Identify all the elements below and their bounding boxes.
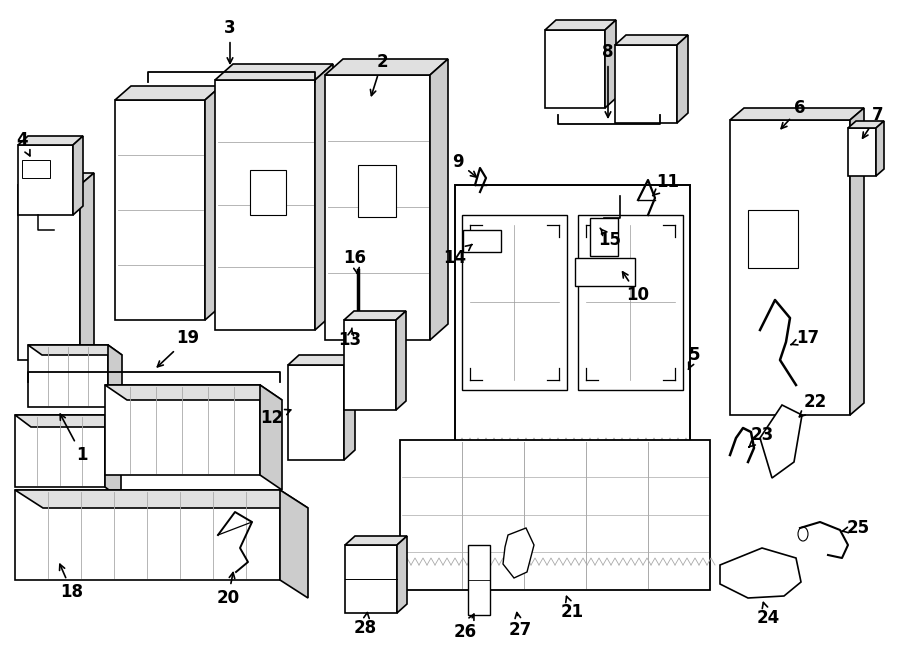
- Polygon shape: [850, 108, 864, 415]
- Polygon shape: [677, 35, 688, 123]
- Polygon shape: [18, 173, 94, 185]
- Polygon shape: [730, 108, 864, 120]
- Polygon shape: [105, 385, 260, 475]
- Text: 3: 3: [224, 19, 236, 63]
- Text: 19: 19: [158, 329, 200, 367]
- Polygon shape: [503, 528, 534, 578]
- Polygon shape: [720, 548, 801, 598]
- Ellipse shape: [735, 574, 745, 582]
- Text: 25: 25: [841, 519, 869, 537]
- Bar: [590, 218, 618, 256]
- Polygon shape: [876, 121, 884, 176]
- Polygon shape: [18, 145, 73, 215]
- Text: 27: 27: [508, 613, 532, 639]
- Polygon shape: [73, 136, 83, 215]
- Polygon shape: [345, 545, 397, 613]
- Polygon shape: [215, 64, 333, 80]
- Polygon shape: [115, 100, 205, 320]
- Text: 7: 7: [862, 106, 884, 138]
- Polygon shape: [455, 185, 690, 470]
- Text: 26: 26: [454, 614, 477, 641]
- Text: 12: 12: [260, 409, 291, 427]
- Polygon shape: [760, 405, 802, 478]
- Polygon shape: [615, 45, 677, 123]
- Text: 9: 9: [452, 153, 476, 177]
- Text: 13: 13: [338, 329, 362, 349]
- Ellipse shape: [754, 307, 762, 313]
- Bar: [358, 165, 396, 217]
- Ellipse shape: [798, 527, 808, 541]
- Bar: [462, 215, 567, 390]
- Text: 20: 20: [216, 572, 239, 607]
- Polygon shape: [15, 490, 280, 580]
- Bar: [575, 258, 635, 286]
- Text: 23: 23: [749, 426, 774, 447]
- Polygon shape: [325, 59, 448, 75]
- Polygon shape: [315, 64, 333, 330]
- Polygon shape: [18, 136, 83, 145]
- Text: 17: 17: [791, 329, 820, 347]
- Polygon shape: [605, 20, 616, 108]
- Polygon shape: [848, 128, 876, 176]
- Text: 22: 22: [799, 393, 826, 417]
- Text: 18: 18: [59, 564, 84, 601]
- Polygon shape: [15, 415, 105, 487]
- Polygon shape: [28, 345, 122, 355]
- Bar: [748, 210, 798, 268]
- Text: 6: 6: [781, 99, 806, 129]
- Polygon shape: [430, 59, 448, 340]
- Text: 10: 10: [623, 272, 650, 304]
- Polygon shape: [288, 365, 344, 460]
- Text: 2: 2: [371, 53, 388, 96]
- Text: 11: 11: [652, 173, 680, 196]
- Polygon shape: [115, 86, 221, 100]
- Bar: [468, 545, 490, 615]
- Polygon shape: [80, 173, 94, 360]
- Text: 14: 14: [444, 245, 472, 267]
- Bar: [578, 215, 683, 390]
- Bar: [250, 170, 286, 215]
- Polygon shape: [105, 415, 121, 499]
- Polygon shape: [344, 320, 396, 410]
- Polygon shape: [396, 311, 406, 410]
- Text: 28: 28: [354, 613, 376, 637]
- Text: 24: 24: [756, 602, 779, 627]
- Text: 16: 16: [344, 249, 366, 274]
- Ellipse shape: [778, 307, 786, 313]
- Text: 4: 4: [16, 131, 30, 156]
- Polygon shape: [105, 385, 282, 400]
- Polygon shape: [215, 80, 315, 330]
- Polygon shape: [18, 185, 80, 360]
- Polygon shape: [848, 121, 884, 128]
- Polygon shape: [545, 30, 605, 108]
- Polygon shape: [730, 120, 850, 415]
- Text: 5: 5: [688, 346, 701, 369]
- Text: 8: 8: [602, 43, 614, 118]
- Polygon shape: [28, 345, 108, 407]
- Polygon shape: [344, 355, 355, 460]
- Bar: [22, 160, 50, 178]
- Text: 1: 1: [60, 414, 88, 464]
- Polygon shape: [15, 415, 121, 427]
- Polygon shape: [108, 345, 122, 417]
- Polygon shape: [280, 490, 308, 598]
- Polygon shape: [325, 75, 430, 340]
- Polygon shape: [615, 35, 688, 45]
- Polygon shape: [545, 20, 616, 30]
- Polygon shape: [344, 311, 406, 320]
- Text: 15: 15: [598, 228, 622, 249]
- Polygon shape: [400, 440, 710, 590]
- Polygon shape: [288, 355, 355, 365]
- Polygon shape: [345, 536, 407, 545]
- Polygon shape: [260, 385, 282, 490]
- Text: 21: 21: [561, 596, 583, 621]
- Polygon shape: [205, 86, 221, 320]
- Ellipse shape: [179, 424, 197, 436]
- Polygon shape: [15, 490, 308, 508]
- Polygon shape: [397, 536, 407, 613]
- Bar: [463, 230, 501, 252]
